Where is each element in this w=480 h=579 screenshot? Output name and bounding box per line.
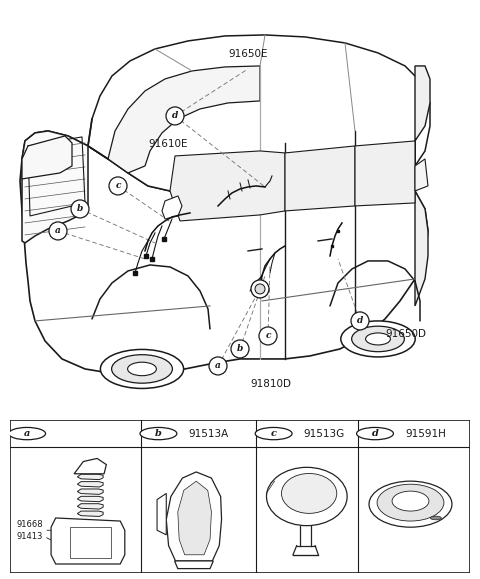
Circle shape bbox=[231, 340, 249, 358]
Polygon shape bbox=[77, 489, 103, 494]
Circle shape bbox=[209, 357, 227, 375]
Ellipse shape bbox=[341, 321, 415, 357]
Ellipse shape bbox=[392, 491, 429, 511]
Polygon shape bbox=[415, 66, 430, 306]
Polygon shape bbox=[170, 151, 285, 221]
Circle shape bbox=[71, 200, 89, 218]
Circle shape bbox=[430, 516, 442, 520]
Polygon shape bbox=[285, 146, 355, 211]
Text: d: d bbox=[357, 317, 363, 325]
Circle shape bbox=[255, 427, 292, 439]
Polygon shape bbox=[415, 159, 428, 191]
Polygon shape bbox=[77, 504, 103, 509]
Text: a: a bbox=[24, 429, 30, 438]
Polygon shape bbox=[355, 141, 415, 206]
Polygon shape bbox=[166, 472, 222, 561]
Polygon shape bbox=[77, 474, 103, 479]
Text: 91610E: 91610E bbox=[148, 139, 188, 149]
Polygon shape bbox=[157, 493, 166, 535]
Text: b: b bbox=[155, 429, 162, 438]
Ellipse shape bbox=[100, 350, 183, 389]
Circle shape bbox=[140, 427, 177, 439]
Polygon shape bbox=[162, 196, 182, 219]
Circle shape bbox=[9, 427, 46, 439]
Ellipse shape bbox=[111, 355, 172, 383]
Text: d: d bbox=[372, 429, 378, 438]
Ellipse shape bbox=[352, 326, 404, 351]
Text: 91668: 91668 bbox=[16, 519, 43, 529]
Ellipse shape bbox=[377, 484, 444, 521]
Circle shape bbox=[251, 280, 269, 298]
Text: 91650D: 91650D bbox=[385, 329, 426, 339]
Text: b: b bbox=[77, 204, 83, 214]
Polygon shape bbox=[175, 561, 213, 569]
Text: 91650E: 91650E bbox=[228, 49, 268, 59]
Text: a: a bbox=[55, 226, 61, 236]
Polygon shape bbox=[77, 511, 103, 516]
Polygon shape bbox=[77, 496, 103, 502]
Text: c: c bbox=[271, 429, 276, 438]
Polygon shape bbox=[178, 481, 211, 555]
Text: 91591H: 91591H bbox=[405, 428, 446, 438]
Polygon shape bbox=[22, 136, 72, 179]
Ellipse shape bbox=[366, 333, 390, 345]
Polygon shape bbox=[51, 518, 125, 564]
Text: 91413: 91413 bbox=[16, 532, 43, 541]
Ellipse shape bbox=[128, 362, 156, 376]
Text: 91513A: 91513A bbox=[188, 428, 228, 438]
Circle shape bbox=[109, 177, 127, 195]
Polygon shape bbox=[22, 131, 88, 243]
Polygon shape bbox=[77, 482, 103, 487]
Text: d: d bbox=[172, 111, 178, 120]
Circle shape bbox=[166, 107, 184, 125]
Ellipse shape bbox=[266, 467, 347, 526]
Circle shape bbox=[357, 427, 394, 439]
Circle shape bbox=[351, 312, 369, 330]
Circle shape bbox=[49, 222, 67, 240]
Text: 91810D: 91810D bbox=[250, 379, 291, 389]
Circle shape bbox=[255, 284, 265, 294]
Circle shape bbox=[259, 327, 277, 345]
Ellipse shape bbox=[281, 474, 337, 514]
Ellipse shape bbox=[369, 481, 452, 527]
Polygon shape bbox=[74, 459, 107, 474]
Text: c: c bbox=[115, 181, 121, 190]
Text: c: c bbox=[265, 331, 271, 340]
Text: a: a bbox=[215, 361, 221, 371]
Polygon shape bbox=[88, 35, 430, 191]
Polygon shape bbox=[108, 66, 260, 173]
Text: 91513G: 91513G bbox=[303, 428, 345, 438]
Polygon shape bbox=[20, 131, 428, 374]
Text: b: b bbox=[237, 345, 243, 353]
